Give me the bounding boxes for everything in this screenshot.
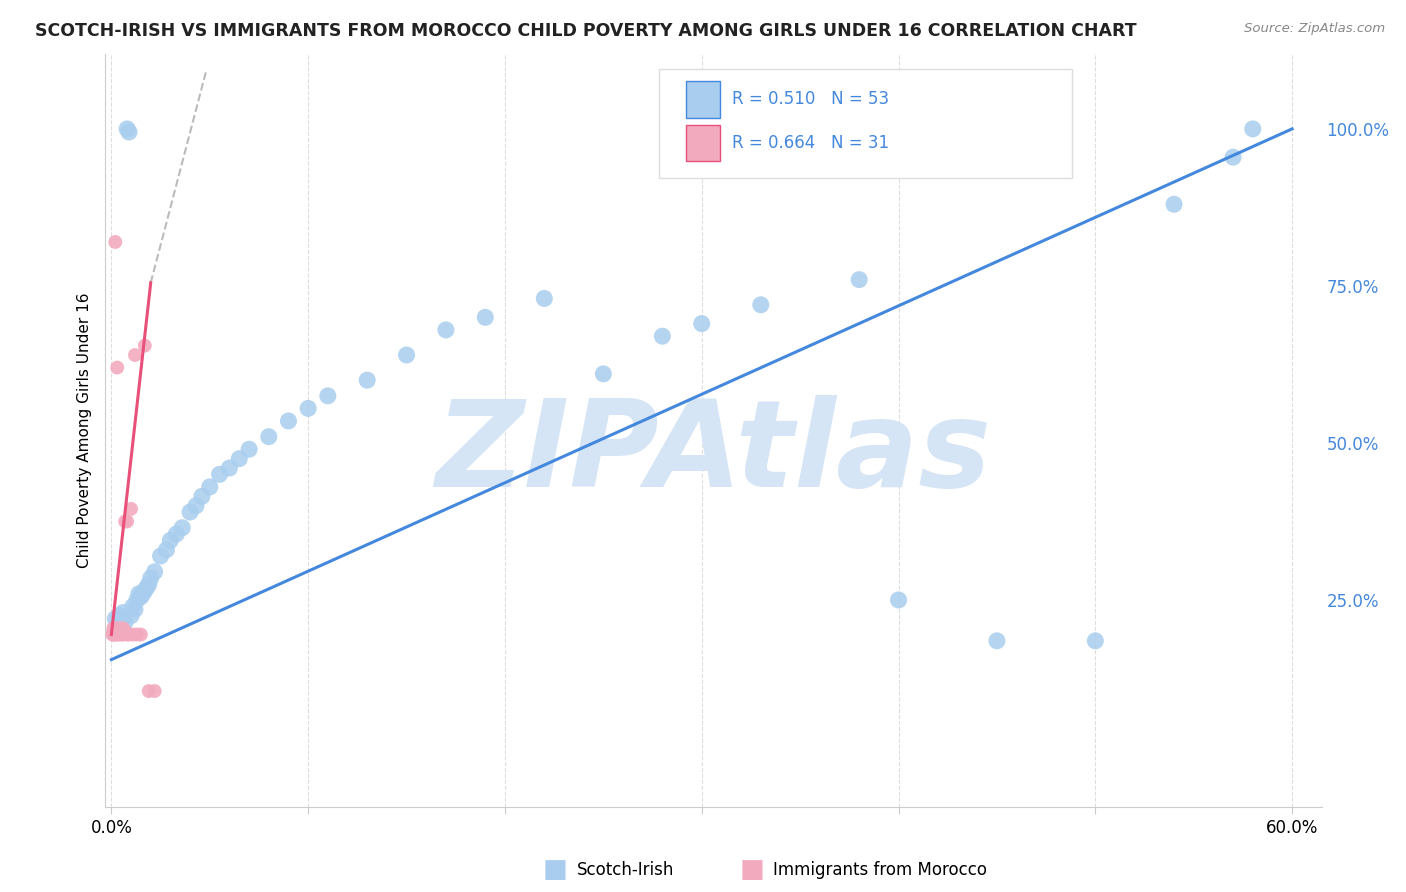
Point [112,627,135,641]
Point [228,451,250,466]
FancyBboxPatch shape [659,69,1073,178]
Point [191,489,214,503]
Point [103,624,125,639]
Point [124,602,146,616]
Point [128,587,150,601]
Point [129,627,152,641]
Point [120,502,142,516]
Point [104,612,127,626]
Point [132,587,155,601]
Point [110,624,132,639]
Point [135,581,157,595]
Point [651,329,673,343]
Point [104,621,127,635]
Point [114,624,136,639]
Point [134,338,156,352]
Point [110,615,132,629]
Point [316,389,339,403]
Point [103,627,125,641]
Point [138,577,160,591]
Point [297,401,319,416]
Point [1241,122,1264,136]
Text: ■: ■ [543,856,568,883]
Point [108,608,131,623]
Point [134,583,156,598]
Point [149,549,172,563]
Point [104,627,127,641]
Text: SCOTCH-IRISH VS IMMIGRANTS FROM MOROCCO CHILD POVERTY AMONG GIRLS UNDER 16 CORRE: SCOTCH-IRISH VS IMMIGRANTS FROM MOROCCO … [35,22,1137,40]
Point [118,627,141,641]
Point [118,125,141,139]
Point [218,461,240,475]
Point [114,615,136,629]
Point [887,593,910,607]
Point [104,624,127,639]
Point [143,565,166,579]
Point [1163,197,1185,211]
Point [986,633,1008,648]
Point [257,430,280,444]
Point [105,360,128,375]
Point [125,593,148,607]
Text: R = 0.664   N = 31: R = 0.664 N = 31 [731,134,889,152]
Point [115,122,138,136]
Point [129,590,152,604]
Point [124,348,146,362]
Point [143,684,166,698]
Y-axis label: Child Poverty Among Girls Under 16: Child Poverty Among Girls Under 16 [76,293,91,568]
Point [277,414,299,428]
Point [112,606,135,620]
Point [749,298,772,312]
Point [120,608,142,623]
Point [101,627,124,641]
Point [115,627,138,641]
Point [138,684,160,698]
Point [395,348,418,362]
Text: Immigrants from Morocco: Immigrants from Morocco [773,861,987,879]
Point [105,627,128,641]
Point [103,621,125,635]
Text: Scotch-Irish: Scotch-Irish [576,861,673,879]
Point [108,627,131,641]
Point [104,235,127,249]
Point [122,599,145,614]
Point [179,505,201,519]
Point [105,618,128,632]
Point [172,521,194,535]
Bar [686,81,720,118]
Point [848,273,870,287]
Point [103,627,125,641]
Point [114,515,136,529]
Point [238,442,260,457]
Point [110,627,132,641]
Point [112,621,135,635]
Point [105,624,128,639]
Point [1222,150,1244,164]
Point [139,571,162,585]
Text: ■: ■ [740,856,765,883]
Point [184,499,207,513]
Text: R = 0.510   N = 53: R = 0.510 N = 53 [731,90,889,109]
Point [165,527,187,541]
Point [592,367,614,381]
Point [356,373,378,387]
Point [159,533,181,548]
Point [125,627,148,641]
Point [198,480,221,494]
Point [155,542,177,557]
Point [1084,633,1107,648]
Point [115,515,138,529]
Point [108,621,131,635]
Point [208,467,231,482]
Text: Source: ZipAtlas.com: Source: ZipAtlas.com [1244,22,1385,36]
Point [122,627,145,641]
Text: ZIPAtlas: ZIPAtlas [436,394,991,511]
Point [434,323,457,337]
Bar [686,125,720,161]
Point [533,292,555,306]
Point [690,317,713,331]
Point [474,310,496,325]
